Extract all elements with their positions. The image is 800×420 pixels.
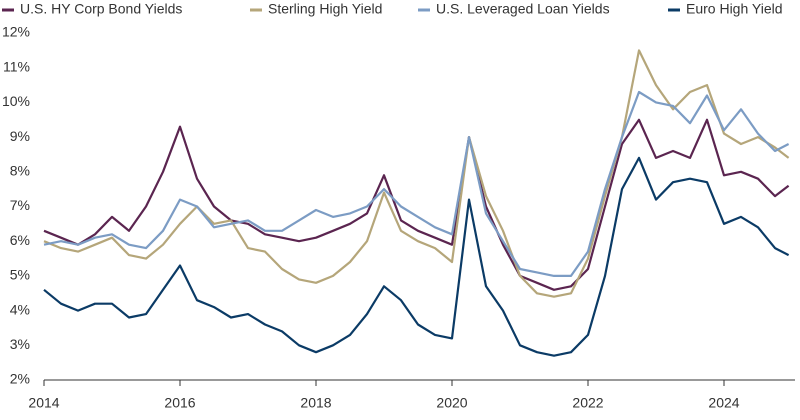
- series-line: [43, 156, 790, 357]
- legend-label: U.S. Leveraged Loan Yields: [436, 1, 610, 17]
- y-tick-label: 9%: [10, 128, 30, 144]
- x-tick-label: 2022: [572, 395, 603, 411]
- x-tick-label: 2018: [300, 395, 331, 411]
- legend-label: Sterling High Yield: [268, 1, 382, 17]
- x-tick-label: 2024: [708, 395, 739, 411]
- y-tick-label: 11%: [3, 58, 30, 74]
- series-line: [43, 90, 790, 277]
- x-tick-label: 2014: [28, 395, 59, 411]
- y-tick-label: 4%: [10, 301, 30, 317]
- y-tick-label: 12%: [2, 24, 30, 40]
- y-tick-label: 8%: [10, 163, 30, 179]
- legend-label: Euro High Yield: [686, 1, 783, 17]
- x-tick-label: 2020: [436, 395, 467, 411]
- legend-label: U.S. HY Corp Bond Yields: [20, 1, 182, 17]
- x-tick-label: 2016: [164, 395, 195, 411]
- series-line: [43, 49, 790, 298]
- y-tick-label: 5%: [10, 267, 30, 283]
- y-tick-label: 7%: [10, 197, 30, 213]
- y-tick-label: 2%: [10, 371, 30, 387]
- y-tick-label: 3%: [10, 336, 30, 352]
- y-tick-label: 10%: [2, 93, 30, 109]
- y-tick-label: 6%: [10, 232, 30, 248]
- series-line: [43, 118, 790, 291]
